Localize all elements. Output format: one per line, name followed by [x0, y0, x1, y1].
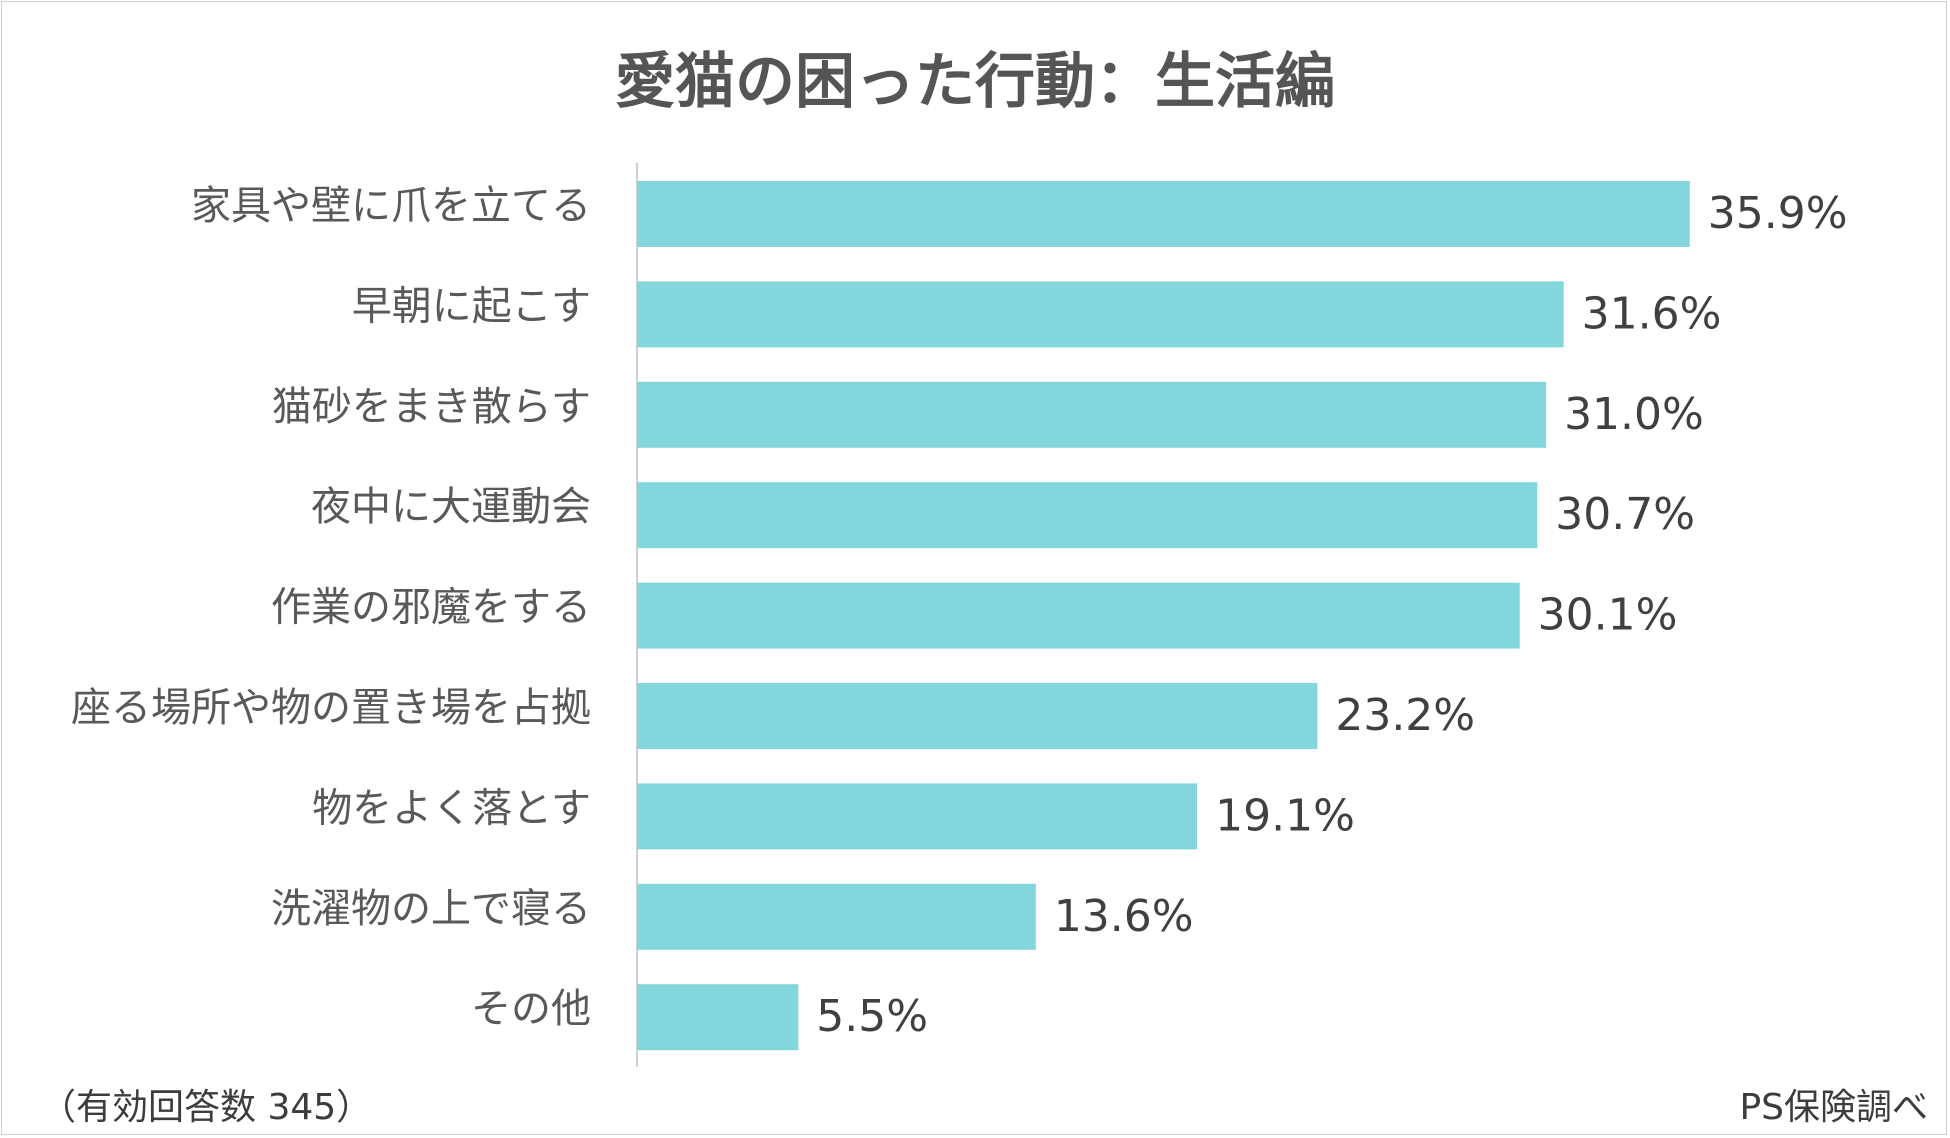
value-label: 13.6%: [1054, 891, 1194, 942]
value-label: 31.0%: [1564, 389, 1704, 440]
sample-size-note: （有効回答数 345）: [40, 1087, 373, 1128]
value-label: 5.5%: [816, 991, 928, 1042]
bar: [637, 582, 1520, 649]
category-label: 座る場所や物の置き場を占拠: [71, 685, 591, 731]
value-label: 23.2%: [1335, 690, 1475, 741]
value-label: 35.9%: [1708, 188, 1848, 239]
category-label: 洗濯物の上で寝る: [271, 886, 591, 932]
bar: [637, 683, 1318, 749]
bar: [637, 984, 799, 1051]
bar: [637, 883, 1036, 950]
value-label: 19.1%: [1215, 790, 1355, 841]
category-label: 作業の邪魔をする: [271, 585, 591, 631]
value-label: 30.1%: [1538, 590, 1678, 641]
category-label: 物をよく落とす: [312, 785, 591, 831]
category-label: 家具や壁に爪を立てる: [191, 183, 591, 229]
category-label: 早朝に起こす: [352, 283, 591, 329]
bar: [637, 381, 1547, 448]
bar: [637, 181, 1690, 247]
category-label: その他: [471, 986, 591, 1032]
value-label: 31.6%: [1582, 288, 1722, 339]
value-label: 30.7%: [1555, 489, 1695, 540]
source-note: PS保険調べ: [1739, 1087, 1928, 1128]
bar: [637, 482, 1538, 549]
chart-title: 愛猫の困った行動：生活編: [615, 47, 1335, 117]
bar: [637, 783, 1198, 850]
category-label: 夜中に大運動会: [311, 484, 591, 530]
category-label: 猫砂をまき散らす: [272, 384, 591, 430]
bar: [637, 281, 1564, 348]
